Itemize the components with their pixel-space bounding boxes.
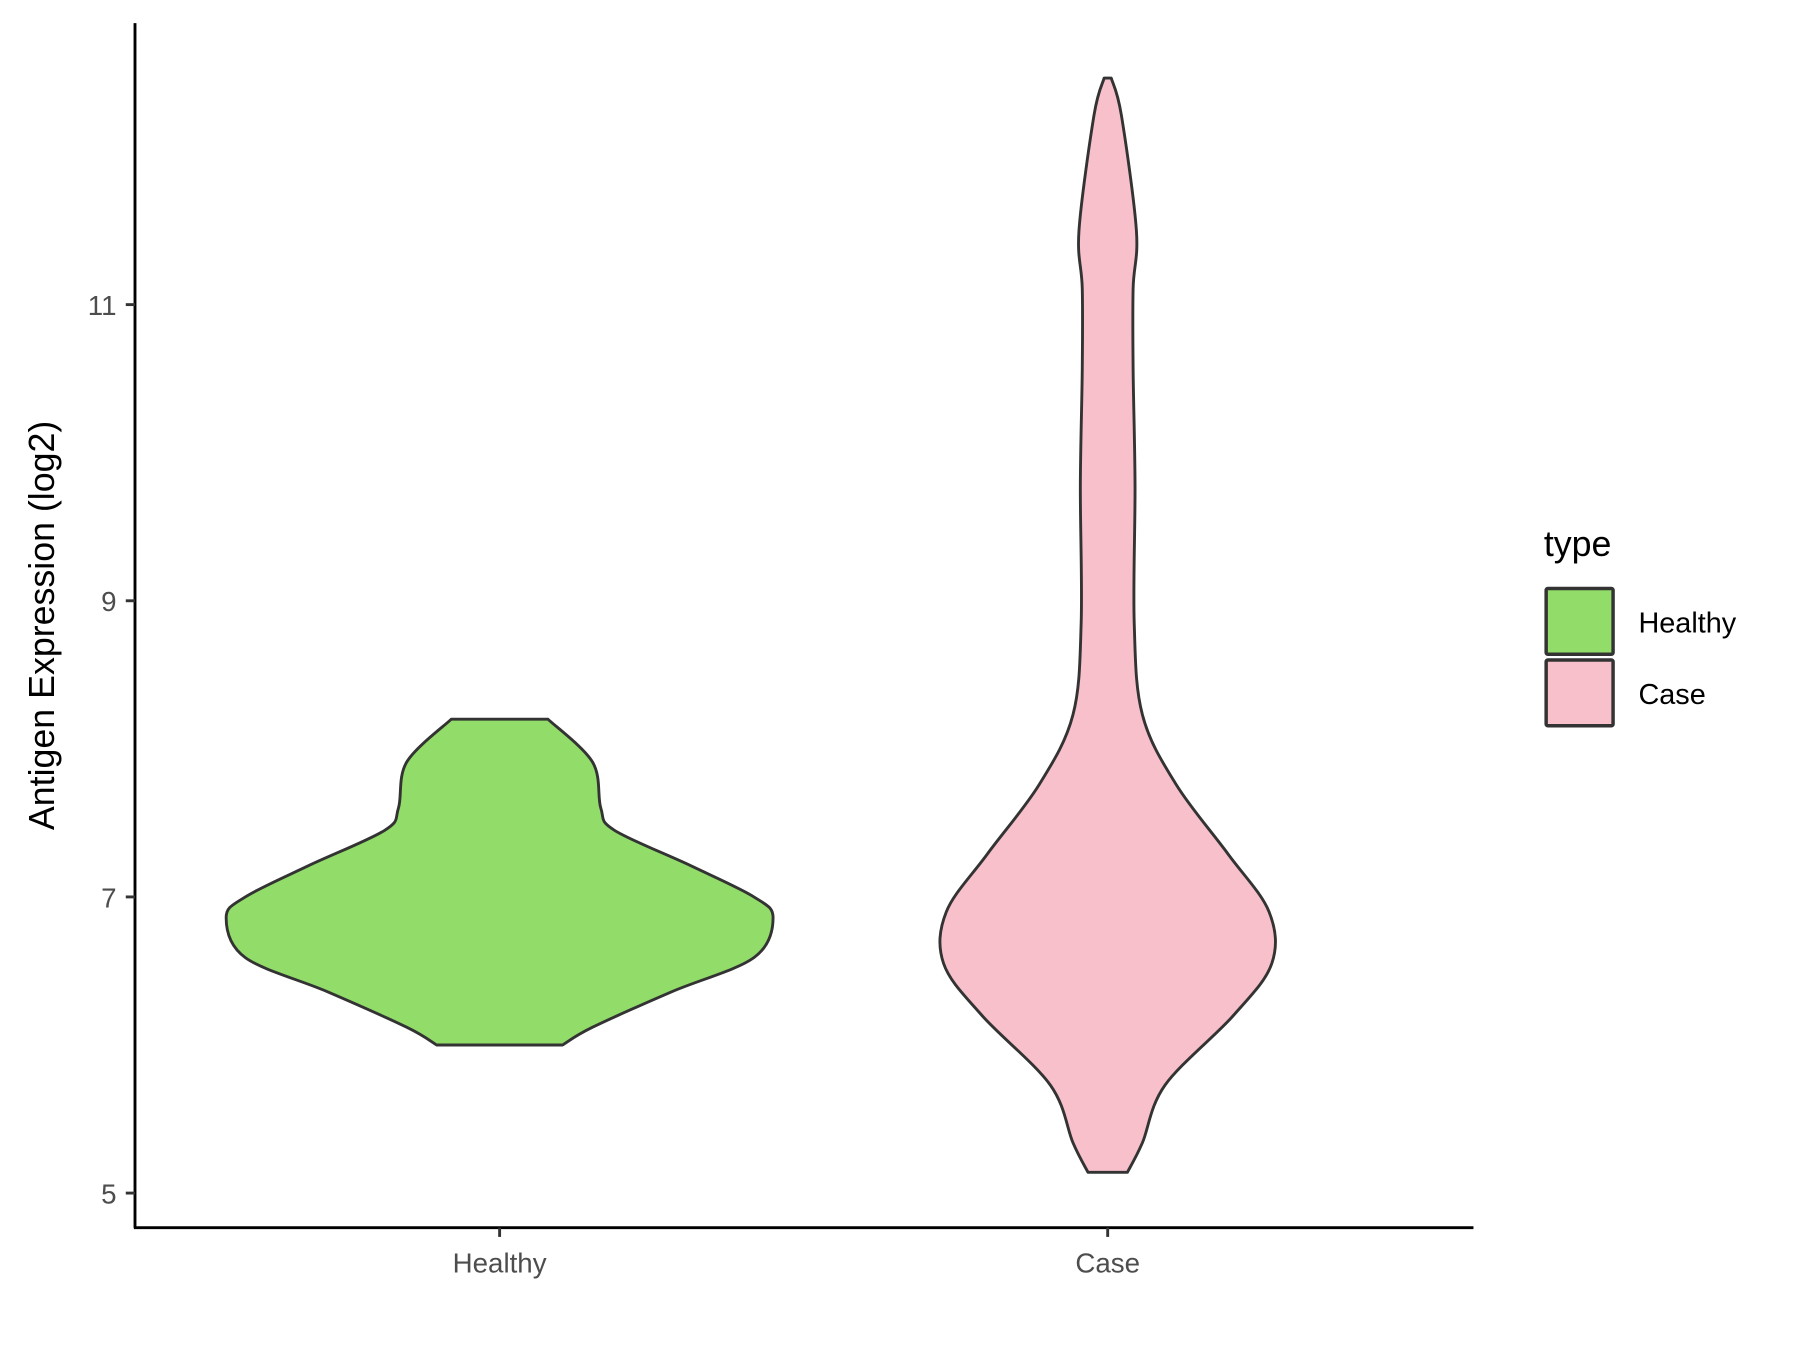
y-tick-label: 5 [101, 1178, 116, 1209]
legend-title: type [1544, 524, 1612, 564]
violin-case [938, 76, 1277, 1174]
violin-healthy [224, 717, 775, 1047]
x-tick-label-healthy: Healthy [453, 1248, 547, 1279]
legend-label-case: Case [1638, 679, 1705, 711]
violins [224, 76, 1277, 1174]
y-tick-label: 11 [88, 290, 117, 321]
y-tick-label: 7 [101, 882, 116, 913]
y-axis-title: Antigen Expression (log2) [22, 421, 62, 830]
legend-key-case [1544, 658, 1615, 728]
x-tick-label-case: Case [1075, 1248, 1140, 1279]
legend: Healthy Case [1544, 586, 1737, 728]
y-ticks: 5 7 9 11 [88, 290, 135, 1209]
legend-label-healthy: Healthy [1638, 607, 1736, 639]
legend-key-healthy [1544, 586, 1615, 656]
x-ticks: Healthy Case [453, 1227, 1140, 1279]
y-tick-label: 9 [101, 586, 116, 617]
